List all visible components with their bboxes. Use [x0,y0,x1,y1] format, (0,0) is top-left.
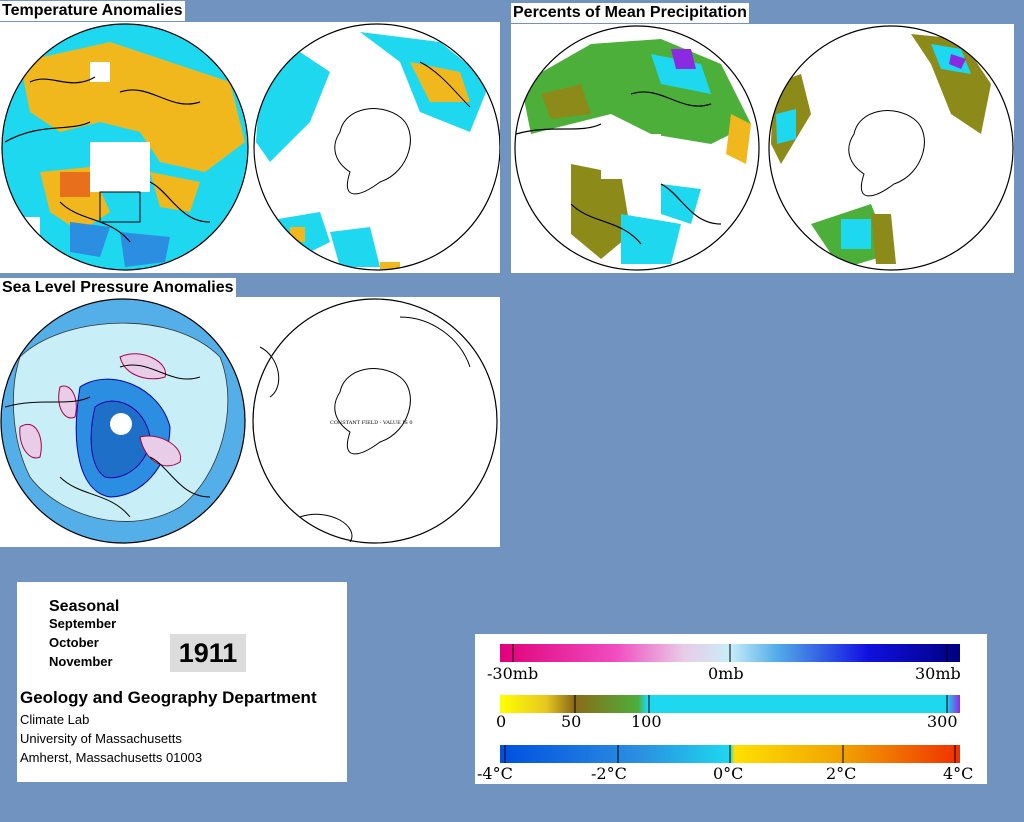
precipitation-north-hemisphere-map [515,26,759,270]
temperature-maps [1,23,500,271]
precipitation-panel-title: Percents of Mean Precipitation [511,3,749,23]
temperature-scale-label: -4°C [477,764,513,783]
address-line: University of Massachusetts [20,731,182,746]
precipitation-scale-label: 100 [631,712,662,731]
pressure-scale-label: 0mb [708,664,744,683]
year-badge: 1911 [170,634,246,672]
legend-box: -30mb 0mb 30mb 0 50 100 300 -4°C -2°C 0°… [475,634,987,784]
temperature-panel-title: Temperature Anomalies [0,1,185,21]
address-line: Climate Lab [20,712,90,727]
precipitation-south-hemisphere-map [769,26,1013,270]
address-line: Amherst, Massachusetts 01003 [20,750,203,765]
month-label: November [49,654,113,669]
temperature-scale-label: -2°C [591,764,627,783]
precipitation-scale-label: 0 [496,712,506,731]
pressure-scale: -30mb 0mb 30mb [487,644,961,683]
temperature-scale: -4°C -2°C 0°C 2°C 4°C [477,745,973,783]
pressure-scale-label: 30mb [915,664,961,683]
pressure-north-hemisphere-map [1,299,245,543]
seasonal-label: Seasonal [49,598,120,615]
temperature-north-hemisphere-map [2,24,248,270]
department-name: Geology and Geography Department [20,688,317,707]
temperature-scale-label: 4°C [943,764,973,783]
month-label: September [49,616,117,631]
temperature-scale-label: 2°C [826,764,856,783]
precipitation-maps [514,25,1014,271]
pressure-panel-title: Sea Level Pressure Anomalies [0,278,236,298]
color-scales: -30mb 0mb 30mb 0 50 100 300 -4°C -2°C 0°… [477,644,973,783]
precipitation-scale-label: 50 [561,712,581,731]
precipitation-scale-label: 300 [927,712,958,731]
temperature-south-hemisphere-map [254,24,500,270]
pressure-panel: CONSTANT FIELD - VALUE IS 0 [0,297,500,547]
precipitation-panel [511,24,1014,273]
info-box: Seasonal September October November 1911… [17,582,347,782]
precipitation-scale: 0 50 100 300 [496,695,960,731]
temperature-scale-label: 0°C [713,764,743,783]
constant-field-label: CONSTANT FIELD - VALUE IS 0 [330,420,413,426]
pressure-scale-label: -30mb [487,664,538,683]
month-label: October [49,635,99,650]
pressure-south-hemisphere-map: CONSTANT FIELD - VALUE IS 0 [252,298,498,544]
temperature-panel [0,22,500,273]
pressure-maps: CONSTANT FIELD - VALUE IS 0 [0,298,498,544]
